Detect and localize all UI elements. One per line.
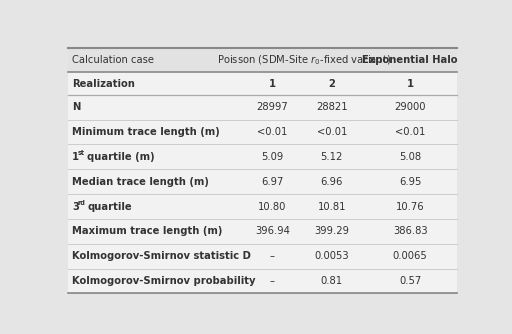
Text: 10.80: 10.80 bbox=[258, 201, 287, 211]
Text: 0.0065: 0.0065 bbox=[393, 251, 428, 261]
Text: 1: 1 bbox=[269, 78, 276, 89]
Text: quartile: quartile bbox=[87, 201, 132, 211]
Bar bbox=[68, 48, 457, 72]
Text: 28821: 28821 bbox=[316, 102, 348, 112]
Text: 10.81: 10.81 bbox=[317, 201, 346, 211]
Text: 396.94: 396.94 bbox=[255, 226, 290, 236]
Text: Realization: Realization bbox=[72, 78, 135, 89]
Text: 2: 2 bbox=[328, 78, 335, 89]
Text: Poisson (SDM-Site $r_0$-fixed variant): Poisson (SDM-Site $r_0$-fixed variant) bbox=[217, 53, 391, 67]
Text: 6.95: 6.95 bbox=[399, 177, 421, 187]
Text: Kolmogorov-Smirnov probability: Kolmogorov-Smirnov probability bbox=[72, 276, 255, 286]
Text: 5.09: 5.09 bbox=[261, 152, 284, 162]
Text: Kolmogorov-Smirnov statistic D: Kolmogorov-Smirnov statistic D bbox=[72, 251, 251, 261]
Text: rd: rd bbox=[77, 200, 86, 206]
Text: 1: 1 bbox=[72, 152, 79, 162]
Text: 0.81: 0.81 bbox=[321, 276, 343, 286]
Text: Minimum trace length (m): Minimum trace length (m) bbox=[72, 127, 220, 137]
Text: Maximum trace length (m): Maximum trace length (m) bbox=[72, 226, 222, 236]
Text: 28997: 28997 bbox=[257, 102, 288, 112]
Text: –: – bbox=[270, 276, 275, 286]
Text: <0.01: <0.01 bbox=[257, 127, 288, 137]
Text: 1: 1 bbox=[407, 78, 414, 89]
Text: 399.29: 399.29 bbox=[314, 226, 349, 236]
Text: 3: 3 bbox=[72, 201, 79, 211]
Text: 29000: 29000 bbox=[394, 102, 426, 112]
Text: 0.0053: 0.0053 bbox=[314, 251, 349, 261]
Text: 0.57: 0.57 bbox=[399, 276, 421, 286]
Text: quartile (m): quartile (m) bbox=[87, 152, 155, 162]
Text: Calculation case: Calculation case bbox=[72, 55, 154, 65]
Text: 6.96: 6.96 bbox=[321, 177, 343, 187]
Text: 386.83: 386.83 bbox=[393, 226, 428, 236]
Text: Exponential Halo: Exponential Halo bbox=[362, 55, 458, 65]
Text: <0.01: <0.01 bbox=[316, 127, 347, 137]
Text: N: N bbox=[72, 102, 80, 112]
Text: st: st bbox=[77, 150, 84, 156]
Text: –: – bbox=[270, 251, 275, 261]
Text: <0.01: <0.01 bbox=[395, 127, 425, 137]
Text: 5.08: 5.08 bbox=[399, 152, 421, 162]
Text: 6.97: 6.97 bbox=[261, 177, 284, 187]
Text: Median trace length (m): Median trace length (m) bbox=[72, 177, 209, 187]
Text: 10.76: 10.76 bbox=[396, 201, 424, 211]
Text: 5.12: 5.12 bbox=[321, 152, 343, 162]
